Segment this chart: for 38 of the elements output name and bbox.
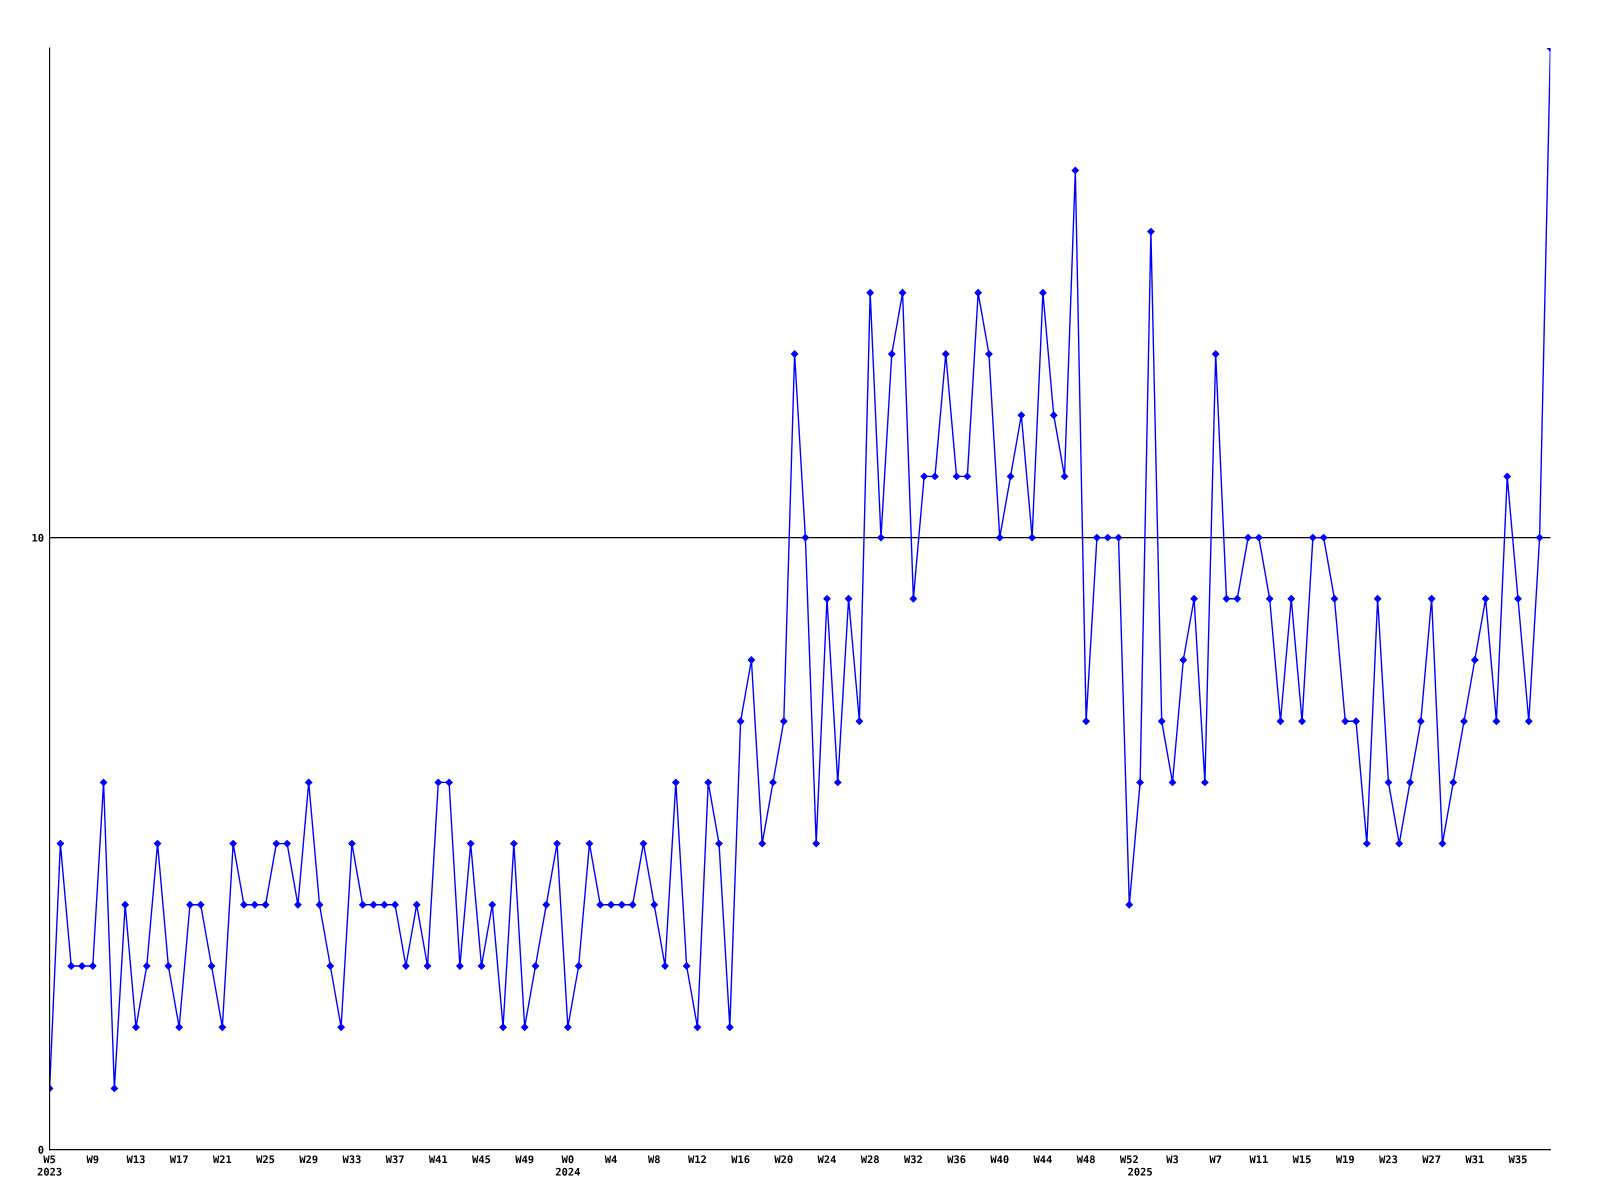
x-tick-label: W27 xyxy=(1422,1155,1441,1164)
x-tick-label: W19 xyxy=(1335,1155,1354,1164)
x-tick-label: W49 xyxy=(515,1155,534,1164)
x-tick-label: W23 xyxy=(1379,1155,1398,1164)
x-tick-label: W20 xyxy=(774,1155,793,1164)
x-tick-label: W44 xyxy=(1033,1155,1052,1164)
x-tick-label: 2025 xyxy=(1128,1167,1152,1176)
x-tick-label: W52 xyxy=(1119,1155,1138,1164)
x-tick-label: W9 xyxy=(86,1155,99,1164)
x-tick-label: W8 xyxy=(647,1155,660,1164)
x-tick-label: W17 xyxy=(169,1155,188,1164)
x-tick-label: W13 xyxy=(126,1155,145,1164)
x-tick-label: W28 xyxy=(860,1155,879,1164)
x-tick-label: W3 xyxy=(1166,1155,1179,1164)
x-tick-label: W33 xyxy=(342,1155,361,1164)
x-tick-label: W40 xyxy=(990,1155,1009,1164)
x-tick-label: W35 xyxy=(1508,1155,1527,1164)
x-tick-label: W48 xyxy=(1076,1155,1095,1164)
x-tick-label: W36 xyxy=(947,1155,966,1164)
x-tick-label: W29 xyxy=(299,1155,318,1164)
x-tick-label: W0 2024 xyxy=(555,1155,580,1176)
x-tick-label: W31 xyxy=(1465,1155,1484,1164)
x-tick-label: W7 xyxy=(1209,1155,1222,1164)
x-tick-label: W45 xyxy=(472,1155,491,1164)
x-tick-label: W32 xyxy=(903,1155,922,1164)
x-tick-label: W5 2023 xyxy=(37,1155,62,1176)
y-tick-label: 0 xyxy=(38,1145,44,1154)
x-tick-label: W37 xyxy=(385,1155,404,1164)
x-tick-label: W25 xyxy=(256,1155,275,1164)
x-tick-label: W4 xyxy=(604,1155,617,1164)
y-tick-label: 10 xyxy=(32,533,44,542)
x-tick-label: W15 xyxy=(1292,1155,1311,1164)
x-tick-label: W24 xyxy=(817,1155,836,1164)
x-tick-label: W16 xyxy=(731,1155,750,1164)
x-tick-label: W11 xyxy=(1249,1155,1268,1164)
x-tick-label: W21 xyxy=(212,1155,232,1164)
x-tick-label: W12 xyxy=(688,1155,706,1164)
x-tick-label: W41 xyxy=(428,1155,448,1164)
